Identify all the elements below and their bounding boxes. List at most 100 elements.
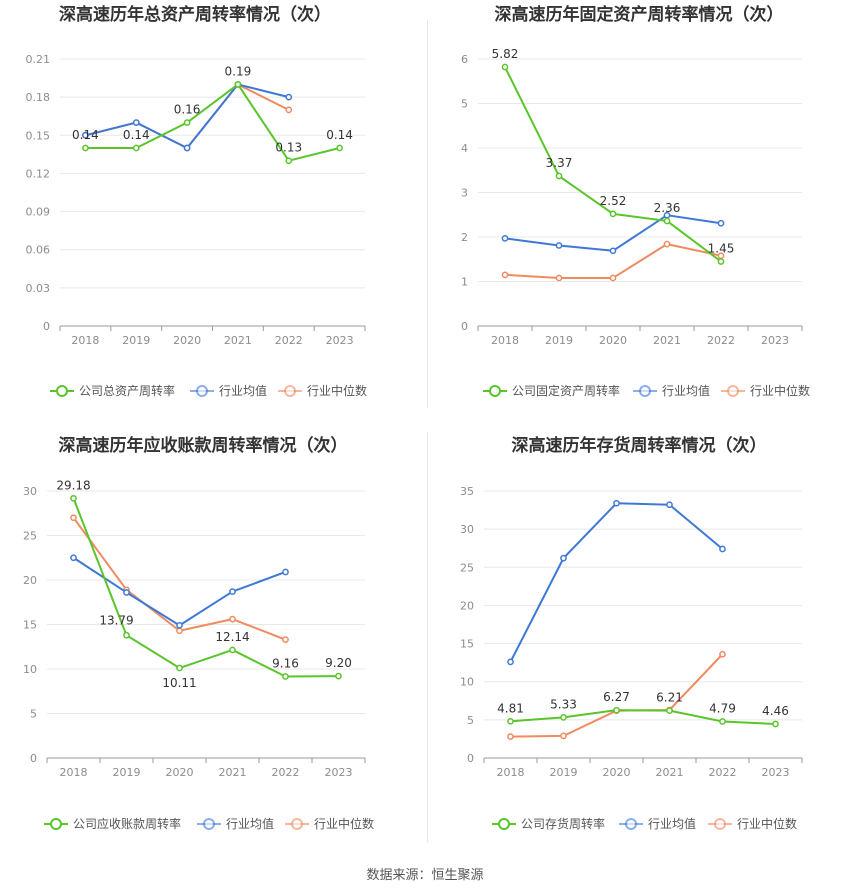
legend-marker: [203, 818, 215, 830]
data-label: 13.79: [99, 613, 133, 627]
legend-item-company: 公司固定资产周转率: [483, 383, 620, 398]
y-tick-label: 25: [23, 530, 37, 543]
x-tick-label: 2018: [491, 334, 519, 347]
legend-label: 行业中位数: [307, 383, 367, 398]
chart-title: 深高速历年存货周转率情况（次）: [512, 435, 767, 456]
data-label: 0.14: [123, 128, 150, 142]
data-point-avg: [560, 554, 567, 562]
x-tick-label: 2020: [599, 334, 627, 347]
data-point-median: [663, 240, 671, 248]
y-tick-label: 15: [460, 638, 474, 651]
legend-item-avg: 行业均值: [197, 816, 274, 831]
legend-marker: [498, 818, 510, 830]
y-tick-label: 0.15: [26, 129, 51, 142]
legend-item-avg: 行业均值: [619, 816, 696, 831]
y-tick-label: 0.03: [26, 282, 51, 295]
data-point-median: [176, 627, 183, 635]
data-point-median: [555, 274, 563, 282]
data-point-avg: [183, 144, 191, 152]
data-point-median: [501, 271, 509, 279]
legend-item-avg: 行业均值: [633, 383, 710, 398]
y-tick-label: 0: [461, 320, 468, 333]
data-point-company: [82, 144, 89, 152]
chart-svg: 深高速历年应收账款周转率情况（次） 0 5 10 15 20 25 30 2018 2019 202…: [23, 435, 374, 831]
data-point-company: [666, 707, 673, 714]
y-tick-label: 3: [461, 187, 468, 200]
y-tick-label: 0.21: [26, 53, 51, 66]
data-label: 10.11: [162, 676, 196, 690]
data-label: 4.46: [762, 704, 789, 718]
legend-label: 行业均值: [226, 816, 274, 831]
legend-label: 行业均值: [662, 383, 710, 398]
data-label: 12.14: [215, 630, 249, 644]
legend-item-median: 行业中位数: [708, 816, 797, 831]
y-tick-label: 0.09: [26, 206, 51, 219]
legend-marker: [196, 385, 208, 397]
data-point-avg: [82, 131, 89, 139]
data-point-median: [560, 732, 567, 740]
data-point-company: [176, 664, 183, 672]
legend-marker: [284, 385, 296, 397]
legend-label: 行业中位数: [314, 816, 374, 831]
y-tick-label: 0.18: [26, 91, 51, 104]
data-point-avg: [229, 588, 236, 595]
x-tick-label: 2021: [219, 766, 247, 779]
x-tick-label: 2021: [224, 334, 252, 347]
y-tick-label: 10: [23, 663, 37, 676]
x-tick-label: 2018: [497, 766, 525, 779]
data-point-company: [229, 646, 236, 654]
data-point-company: [123, 631, 130, 639]
legend-marker: [639, 385, 651, 397]
data-label: 29.18: [56, 478, 90, 492]
legend-label: 行业中位数: [750, 383, 810, 398]
chart-receivables-turnover: 深高速历年应收账款周转率情况（次） 0 5 10 15 20 25 30 2018 2019 202…: [0, 425, 425, 850]
legend-label: 公司应收账款周转率: [73, 816, 181, 831]
data-source: 数据来源：恒生聚源: [366, 868, 484, 883]
x-tick-label: 2022: [709, 766, 737, 779]
data-label: 3.37: [546, 156, 573, 170]
y-tick-label: 20: [460, 599, 474, 612]
legend-item-median: 行业中位数: [721, 383, 810, 398]
legend-item-company: 公司应收账款周转率: [44, 816, 181, 831]
y-tick-label: 1: [461, 276, 468, 289]
data-label: 0.14: [72, 128, 99, 142]
x-tick-label: 2020: [173, 334, 201, 347]
data-point-company: [719, 718, 726, 725]
data-label: 4.81: [497, 701, 524, 715]
data-point-company: [282, 673, 289, 680]
chart-svg: 深高速历年固定资产周转率情况（次） 0 1 2 3 4 5 6 2018 2019 2020 2021…: [461, 4, 810, 398]
panel-divider-top: [427, 20, 428, 408]
legend-marker: [727, 385, 739, 397]
data-point-company: [501, 63, 509, 71]
x-tick-label: 2021: [656, 766, 684, 779]
legend-label: 行业均值: [219, 383, 267, 398]
y-tick-label: 20: [23, 574, 37, 587]
data-label: 9.20: [325, 656, 352, 670]
y-tick-label: 35: [460, 485, 474, 498]
y-tick-label: 10: [460, 676, 474, 689]
legend-label: 行业均值: [648, 816, 696, 831]
data-label: 2.52: [600, 194, 627, 208]
data-point-company: [609, 210, 617, 218]
legend-marker: [489, 385, 501, 397]
data-label: 9.16: [272, 656, 299, 670]
data-point-median: [70, 514, 77, 522]
data-label: 0.19: [225, 64, 252, 78]
legend-item-avg: 行业均值: [190, 383, 267, 398]
data-point-avg: [501, 234, 509, 242]
data-point-avg: [555, 242, 563, 249]
x-tick-label: 2019: [122, 334, 150, 347]
data-point-company: [234, 81, 242, 88]
data-point-avg: [285, 93, 293, 101]
data-point-avg: [717, 219, 725, 227]
x-tick-label: 2020: [603, 766, 631, 779]
data-label: 5.82: [492, 47, 519, 61]
y-tick-label: 0: [30, 752, 37, 765]
data-point-avg: [719, 545, 726, 553]
legend-marker: [291, 818, 303, 830]
panel-divider-bottom: [427, 432, 428, 842]
data-point-company: [183, 119, 191, 126]
y-tick-label: 0.06: [26, 244, 51, 257]
y-tick-label: 0.12: [26, 167, 51, 180]
x-tick-label: 2023: [325, 766, 353, 779]
